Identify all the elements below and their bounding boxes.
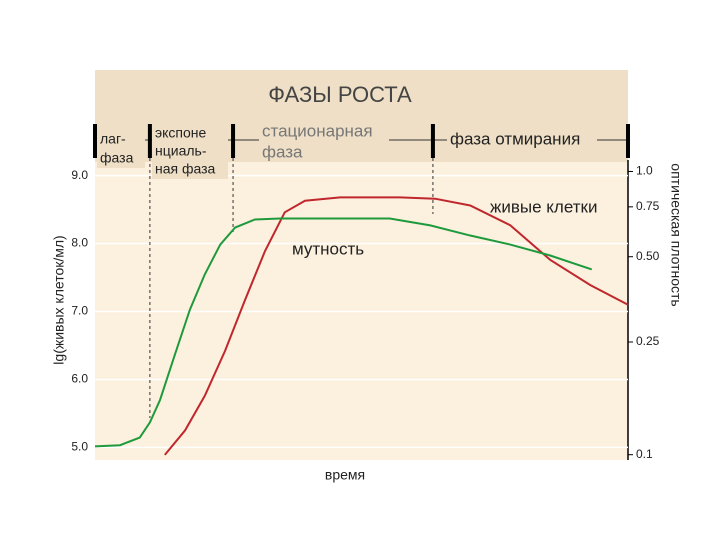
phase-label-bg bbox=[447, 129, 597, 149]
phase-label: экспоне bbox=[155, 125, 207, 141]
series-line bbox=[164, 196, 629, 456]
chart-title: ФАЗЫ РОСТА bbox=[268, 82, 412, 107]
y-tick-label: 5.0 bbox=[71, 440, 88, 454]
phase-label-bg bbox=[152, 123, 228, 179]
series-label: мутность bbox=[292, 239, 364, 258]
y2-tick-label: 0.75 bbox=[636, 199, 660, 213]
y2-tick-label: 0.25 bbox=[636, 334, 660, 348]
phase-bar bbox=[93, 124, 97, 158]
y2-tick-label: 1.0 bbox=[636, 164, 653, 178]
phase-label: фаза bbox=[100, 150, 134, 166]
y2-tick-label: 0.50 bbox=[636, 249, 660, 263]
phase-label: ная фаза bbox=[155, 161, 216, 177]
y-tick-label: 7.0 bbox=[71, 304, 88, 318]
y2-axis-label: оптическая плотность bbox=[668, 163, 684, 306]
phase-label: нциаль- bbox=[155, 143, 207, 159]
series-line bbox=[94, 217, 593, 448]
phase-label: стационарная bbox=[262, 121, 373, 140]
phase-bar bbox=[430, 124, 435, 158]
y-tick-label: 9.0 bbox=[71, 168, 88, 182]
series-label: живые клетки bbox=[490, 197, 597, 216]
x-axis-label: время bbox=[325, 467, 365, 483]
phase-label-bg bbox=[259, 121, 389, 162]
phase-bar bbox=[231, 124, 236, 158]
phase-label: фаза bbox=[262, 142, 303, 161]
phase-label: фаза отмирания bbox=[450, 129, 580, 148]
phase-bar bbox=[147, 124, 152, 158]
phase-label-bg bbox=[97, 129, 145, 168]
y-tick-label: 8.0 bbox=[71, 236, 88, 250]
y-axis-label: lg(живых клеток/мл) bbox=[51, 235, 67, 364]
y-tick-label: 6.0 bbox=[71, 372, 88, 386]
phase-bar bbox=[626, 124, 630, 158]
y2-tick-label: 0.1 bbox=[636, 447, 653, 461]
phase-label: лаг- bbox=[100, 131, 126, 147]
